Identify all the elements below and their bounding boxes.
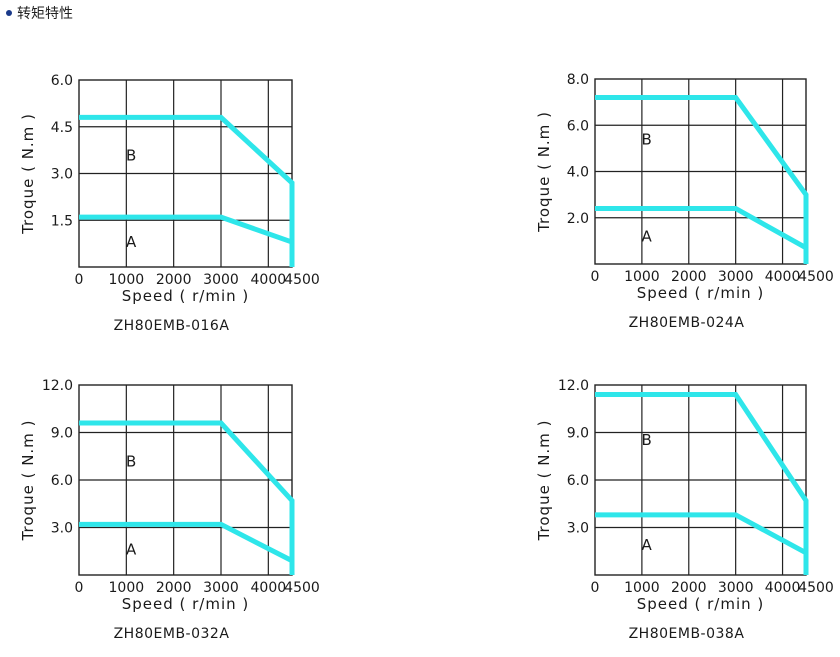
x-tick-label: 1000 <box>109 272 145 288</box>
y-tick-label: 6.0 <box>51 73 73 89</box>
model-name: ZH80EMB-038A <box>629 626 745 642</box>
x-tick-label: 0 <box>75 272 84 288</box>
x-tick-label: 4500 <box>798 580 834 596</box>
section-heading: 转矩特性 <box>6 3 73 23</box>
x-tick-label: 4500 <box>284 272 320 288</box>
x-tick-label: 2000 <box>156 272 192 288</box>
curve-b <box>79 114 295 267</box>
x-tick-label: 4500 <box>284 580 320 596</box>
bullet-icon <box>6 10 12 16</box>
region-label-a: A <box>126 233 137 251</box>
x-tick-label: 4000 <box>251 580 287 596</box>
curve-b <box>79 420 295 575</box>
curve-a <box>79 521 294 563</box>
x-axis-label: Speed ( r/min ) <box>122 595 250 613</box>
y-tick-label: 9.0 <box>567 426 589 442</box>
region-label-a: A <box>126 541 137 559</box>
y-tick-label: 1.5 <box>51 213 73 229</box>
y-axis-label: Troque ( N.m ) <box>19 113 37 235</box>
model-name: ZH80EMB-032A <box>114 626 230 642</box>
x-tick-label: 0 <box>591 269 600 285</box>
x-tick-label: 3000 <box>203 580 239 596</box>
y-tick-label: 2.0 <box>567 211 589 227</box>
y-tick-label: 8.0 <box>567 72 589 88</box>
y-tick-label: 3.0 <box>51 521 73 537</box>
model-name: ZH80EMB-016A <box>114 318 230 334</box>
x-axis-label: Speed ( r/min ) <box>637 595 765 613</box>
y-tick-label: 12.0 <box>558 378 589 394</box>
model-name: ZH80EMB-024A <box>629 315 745 331</box>
x-tick-label: 1000 <box>624 269 660 285</box>
x-tick-label: 2000 <box>156 580 192 596</box>
curve-a <box>595 512 808 556</box>
x-tick-label: 0 <box>75 580 84 596</box>
x-tick-label: 4000 <box>251 272 287 288</box>
x-tick-label: 3000 <box>203 272 239 288</box>
y-tick-label: 9.0 <box>51 426 73 442</box>
x-tick-label: 4500 <box>798 269 834 285</box>
x-axis-label: Speed ( r/min ) <box>637 284 765 302</box>
curve-a <box>79 214 293 245</box>
region-label-a: A <box>642 536 653 554</box>
y-tick-label: 6.0 <box>567 118 589 134</box>
y-tick-label: 4.0 <box>567 165 589 181</box>
x-tick-label: 3000 <box>718 269 754 285</box>
region-label-b: B <box>642 131 652 149</box>
curve-a <box>595 206 808 250</box>
y-tick-label: 3.0 <box>51 167 73 183</box>
region-label-b: B <box>126 453 136 471</box>
y-tick-label: 6.0 <box>51 473 73 489</box>
curve-b <box>595 392 809 575</box>
x-tick-label: 0 <box>591 580 600 596</box>
y-tick-label: 3.0 <box>567 521 589 537</box>
section-title: 转矩特性 <box>17 6 73 22</box>
region-label-b: B <box>126 146 136 164</box>
region-label-b: B <box>642 431 652 449</box>
x-axis-label: Speed ( r/min ) <box>122 287 250 305</box>
y-axis-label: Troque ( N.m ) <box>535 420 553 542</box>
region-label-a: A <box>642 227 653 245</box>
x-tick-label: 2000 <box>671 580 707 596</box>
y-axis-label: Troque ( N.m ) <box>535 111 553 233</box>
x-tick-label: 1000 <box>109 580 145 596</box>
y-tick-label: 6.0 <box>567 473 589 489</box>
curve-b <box>595 95 809 264</box>
x-tick-label: 3000 <box>718 580 754 596</box>
x-tick-label: 1000 <box>624 580 660 596</box>
y-axis-label: Troque ( N.m ) <box>19 420 37 542</box>
x-tick-label: 4000 <box>765 580 801 596</box>
y-tick-label: 12.0 <box>42 378 73 394</box>
x-tick-label: 2000 <box>671 269 707 285</box>
y-tick-label: 4.5 <box>51 120 73 136</box>
x-tick-label: 4000 <box>765 269 801 285</box>
